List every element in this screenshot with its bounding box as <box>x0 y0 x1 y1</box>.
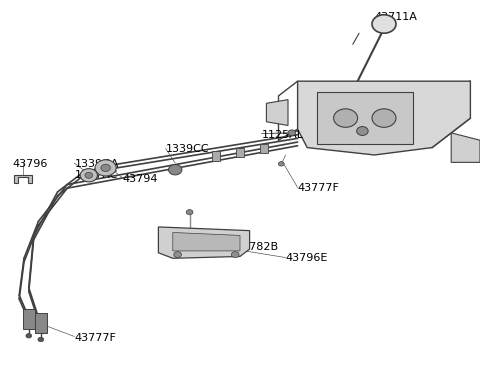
Circle shape <box>26 334 32 338</box>
Text: 43711A: 43711A <box>374 11 417 22</box>
Text: 1327AC: 1327AC <box>74 170 118 180</box>
Text: 43777F: 43777F <box>298 183 339 193</box>
FancyBboxPatch shape <box>317 92 413 144</box>
Circle shape <box>334 109 358 127</box>
Circle shape <box>80 169 97 182</box>
Text: 1339GA: 1339GA <box>74 159 119 169</box>
Circle shape <box>101 164 110 172</box>
Circle shape <box>174 252 181 258</box>
Circle shape <box>288 130 296 136</box>
Circle shape <box>168 165 182 175</box>
Polygon shape <box>158 227 250 258</box>
FancyBboxPatch shape <box>260 144 268 153</box>
Polygon shape <box>14 175 32 183</box>
Circle shape <box>231 252 239 258</box>
Text: 1339CC: 1339CC <box>166 144 209 155</box>
Text: 43777F: 43777F <box>74 332 116 343</box>
Text: 43794: 43794 <box>122 174 158 184</box>
FancyBboxPatch shape <box>35 313 47 333</box>
Polygon shape <box>266 100 288 125</box>
Polygon shape <box>451 133 480 162</box>
Text: 43796E: 43796E <box>286 253 328 263</box>
FancyBboxPatch shape <box>23 309 35 329</box>
Text: 43782B: 43782B <box>235 242 278 252</box>
FancyBboxPatch shape <box>212 151 220 161</box>
Circle shape <box>85 172 93 178</box>
Circle shape <box>38 337 44 342</box>
Text: 43700: 43700 <box>358 98 393 108</box>
Circle shape <box>95 160 116 176</box>
Circle shape <box>372 109 396 127</box>
Circle shape <box>278 162 284 166</box>
FancyBboxPatch shape <box>236 148 244 157</box>
Circle shape <box>186 210 193 215</box>
Circle shape <box>357 127 368 135</box>
Polygon shape <box>298 81 470 155</box>
Text: 1125AL: 1125AL <box>262 130 304 140</box>
Circle shape <box>372 15 396 33</box>
Text: 43796: 43796 <box>12 159 48 169</box>
Polygon shape <box>173 232 240 251</box>
